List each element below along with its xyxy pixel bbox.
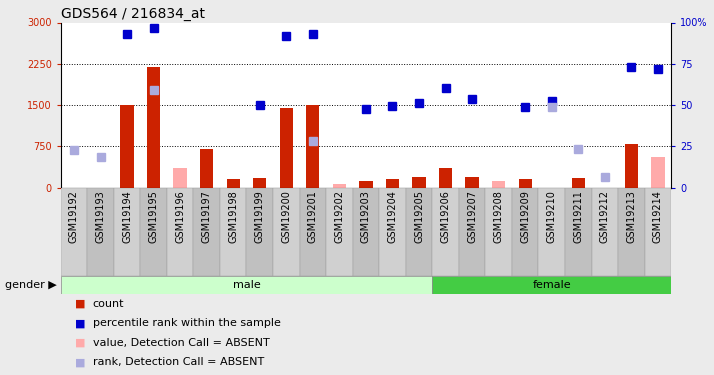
Bar: [432, 276, 671, 294]
Text: GSM19202: GSM19202: [334, 190, 344, 243]
Bar: [651, 157, 665, 188]
Bar: [174, 168, 187, 188]
Bar: [645, 188, 671, 276]
Text: ■: ■: [75, 299, 86, 309]
Text: GSM19206: GSM19206: [441, 190, 451, 243]
Bar: [432, 188, 459, 276]
Bar: [141, 188, 167, 276]
Text: GSM19213: GSM19213: [626, 190, 636, 243]
Bar: [625, 144, 638, 188]
Text: male: male: [233, 280, 261, 290]
Text: GDS564 / 216834_at: GDS564 / 216834_at: [61, 8, 205, 21]
Bar: [565, 188, 591, 276]
Text: GSM19195: GSM19195: [149, 190, 159, 243]
Text: GSM19199: GSM19199: [255, 190, 265, 243]
Text: GSM19207: GSM19207: [467, 190, 477, 243]
Bar: [253, 178, 266, 188]
Bar: [466, 177, 478, 188]
Bar: [413, 177, 426, 188]
Bar: [618, 188, 645, 276]
Text: GSM19204: GSM19204: [388, 190, 398, 243]
Bar: [538, 188, 565, 276]
Text: value, Detection Call = ABSENT: value, Detection Call = ABSENT: [93, 338, 270, 348]
Text: GSM19198: GSM19198: [228, 190, 238, 243]
Bar: [280, 108, 293, 188]
Bar: [61, 188, 87, 276]
Bar: [572, 178, 585, 188]
Bar: [406, 188, 432, 276]
Bar: [200, 149, 213, 188]
Text: GSM19208: GSM19208: [493, 190, 503, 243]
Text: female: female: [533, 280, 571, 290]
Text: ■: ■: [75, 357, 86, 367]
Text: gender ▶: gender ▶: [6, 280, 57, 290]
Text: percentile rank within the sample: percentile rank within the sample: [93, 318, 281, 328]
Bar: [459, 188, 486, 276]
Bar: [326, 188, 353, 276]
Bar: [121, 105, 134, 188]
Text: GSM19197: GSM19197: [201, 190, 211, 243]
Bar: [246, 188, 273, 276]
Bar: [439, 168, 452, 188]
Bar: [300, 188, 326, 276]
Text: GSM19211: GSM19211: [573, 190, 583, 243]
Text: GSM19214: GSM19214: [653, 190, 663, 243]
Bar: [167, 188, 193, 276]
Bar: [386, 179, 399, 188]
Bar: [359, 181, 373, 188]
Text: GSM19205: GSM19205: [414, 190, 424, 243]
Bar: [518, 179, 532, 188]
Text: GSM19200: GSM19200: [281, 190, 291, 243]
Text: GSM19210: GSM19210: [547, 190, 557, 243]
Text: count: count: [93, 299, 124, 309]
Bar: [273, 188, 300, 276]
Text: ■: ■: [75, 338, 86, 348]
Bar: [353, 188, 379, 276]
Bar: [512, 188, 538, 276]
Bar: [486, 188, 512, 276]
Bar: [591, 188, 618, 276]
Text: GSM19212: GSM19212: [600, 190, 610, 243]
Bar: [492, 181, 506, 188]
Bar: [226, 179, 240, 188]
Bar: [306, 105, 319, 188]
Bar: [114, 188, 141, 276]
Bar: [147, 66, 160, 188]
Text: ■: ■: [75, 318, 86, 328]
Bar: [61, 276, 432, 294]
Bar: [193, 188, 220, 276]
Text: GSM19196: GSM19196: [175, 190, 185, 243]
Text: rank, Detection Call = ABSENT: rank, Detection Call = ABSENT: [93, 357, 264, 367]
Bar: [87, 188, 114, 276]
Text: GSM19193: GSM19193: [96, 190, 106, 243]
Bar: [220, 188, 246, 276]
Text: GSM19194: GSM19194: [122, 190, 132, 243]
Text: GSM19203: GSM19203: [361, 190, 371, 243]
Text: GSM19201: GSM19201: [308, 190, 318, 243]
Text: GSM19192: GSM19192: [69, 190, 79, 243]
Text: GSM19209: GSM19209: [521, 190, 531, 243]
Bar: [379, 188, 406, 276]
Bar: [333, 184, 346, 188]
